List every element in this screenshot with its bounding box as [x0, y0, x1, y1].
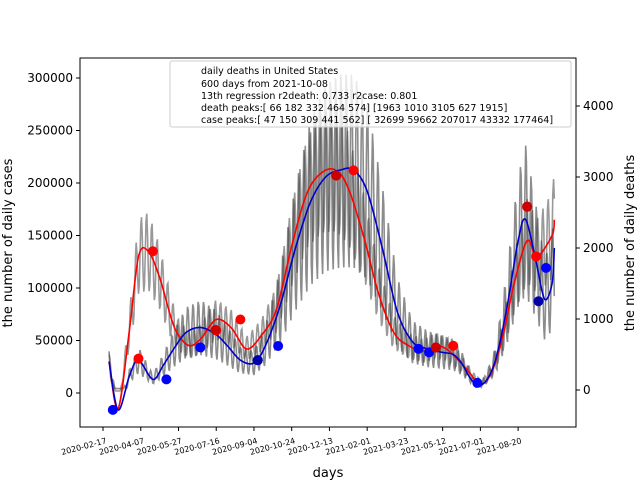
legend-box: daily deaths in United States 600 days f… — [169, 60, 572, 128]
left-y-tick-label: 250000 — [27, 124, 73, 138]
left-y-tick-label: 0 — [65, 386, 73, 400]
peak-markers — [107, 165, 552, 415]
case-peaks-dark-marker — [430, 342, 441, 353]
legend-line-title: daily deaths in United States — [201, 66, 338, 77]
left-y-tick-label: 150000 — [27, 229, 73, 243]
left-y-axis-label: the number of daily cases — [1, 158, 16, 327]
right-y-tick-label: 1000 — [583, 312, 614, 326]
case-peaks-marker — [133, 353, 144, 364]
left-y-tick-label: 50000 — [35, 334, 73, 348]
death-peaks-dark-marker — [533, 296, 544, 307]
x-axis-ticks: 2020-02-172020-04-072020-05-272020-07-16… — [60, 427, 523, 457]
left-y-tick-label: 300000 — [27, 71, 73, 85]
death-troughs-marker — [161, 374, 172, 385]
legend-line-case-peaks: case peaks:[ 47 150 309 441 562] [ 32699… — [201, 115, 553, 126]
axes-frame — [79, 57, 577, 428]
right-y-tick-label: 0 — [583, 383, 591, 397]
case-peaks-dark-marker — [331, 170, 342, 181]
death-troughs-marker — [413, 343, 424, 354]
death-troughs-marker — [472, 377, 483, 388]
legend-line-death-peaks: death peaks:[ 66 182 332 464 574] [1963 … — [201, 103, 507, 114]
death-regression-line — [108, 167, 556, 411]
left-y-axis-ticks: 0 50000 100000 150000 200000 250000 300000 — [27, 71, 80, 400]
case-peaks-dark-marker — [210, 325, 221, 336]
death-troughs-marker — [541, 262, 552, 273]
legend-line-days: 600 days from 2021-10-08 — [201, 79, 328, 90]
case-peaks-dark-marker — [522, 201, 533, 212]
right-y-axis-ticks: 0 1000 2000 3000 4000 — [576, 99, 614, 397]
death-peaks-dark-marker — [252, 355, 263, 366]
death-troughs-marker — [273, 340, 284, 351]
death-troughs-marker — [107, 404, 118, 415]
death-troughs-marker — [195, 342, 206, 353]
right-y-tick-label: 4000 — [583, 99, 614, 113]
case-peaks-big-marker — [531, 251, 542, 262]
case-peaks-big-marker — [235, 314, 246, 325]
right-y-tick-label: 3000 — [583, 170, 614, 184]
x-axis-label: days — [313, 466, 344, 480]
legend-line-regression: 13th regression r2death: 0.733 r2case: 0… — [201, 91, 417, 102]
case-peaks-big-marker — [448, 340, 459, 351]
left-y-tick-label: 200000 — [27, 176, 73, 190]
case-peaks-big-marker — [348, 165, 359, 176]
regression-curves — [108, 167, 556, 411]
case-peaks-big-marker — [147, 246, 158, 257]
right-y-tick-label: 2000 — [583, 241, 614, 255]
right-y-axis-label: the number of daily deaths — [623, 154, 638, 331]
left-y-tick-label: 100000 — [27, 281, 73, 295]
legend-frame — [169, 60, 572, 128]
